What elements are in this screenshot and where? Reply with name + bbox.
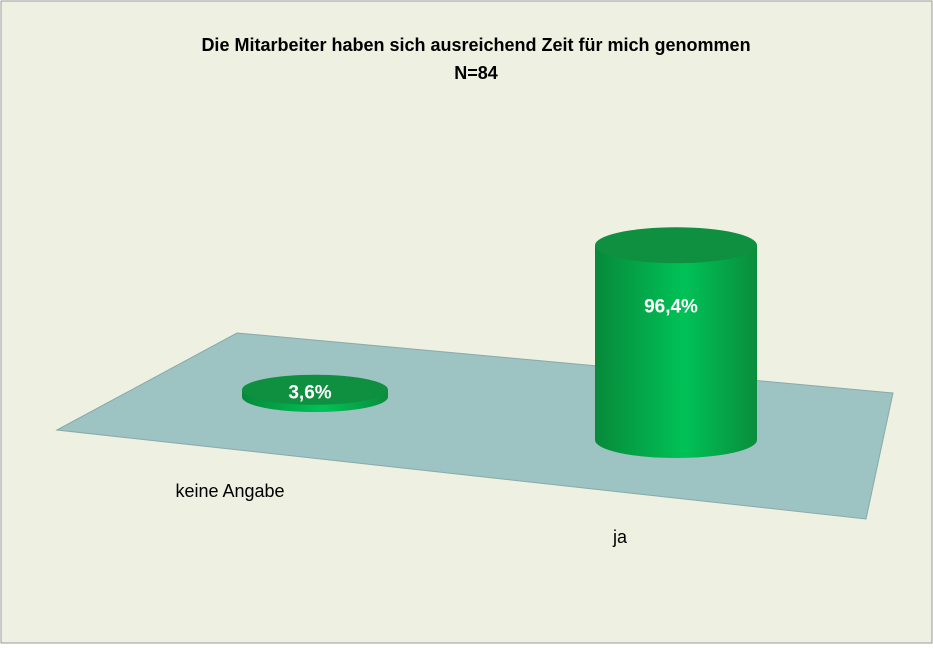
value-label: 3,6% — [288, 382, 331, 403]
cylinder-top — [242, 374, 388, 405]
cylinder-body — [595, 245, 757, 458]
chart-title: Die Mitarbeiter haben sich ausreichend Z… — [201, 35, 750, 55]
category-label: ja — [612, 527, 628, 547]
chart-subtitle: N=84 — [454, 63, 498, 83]
cylinder-top — [595, 227, 757, 264]
category-label: keine Angabe — [175, 481, 284, 501]
value-label: 96,4% — [644, 297, 698, 318]
